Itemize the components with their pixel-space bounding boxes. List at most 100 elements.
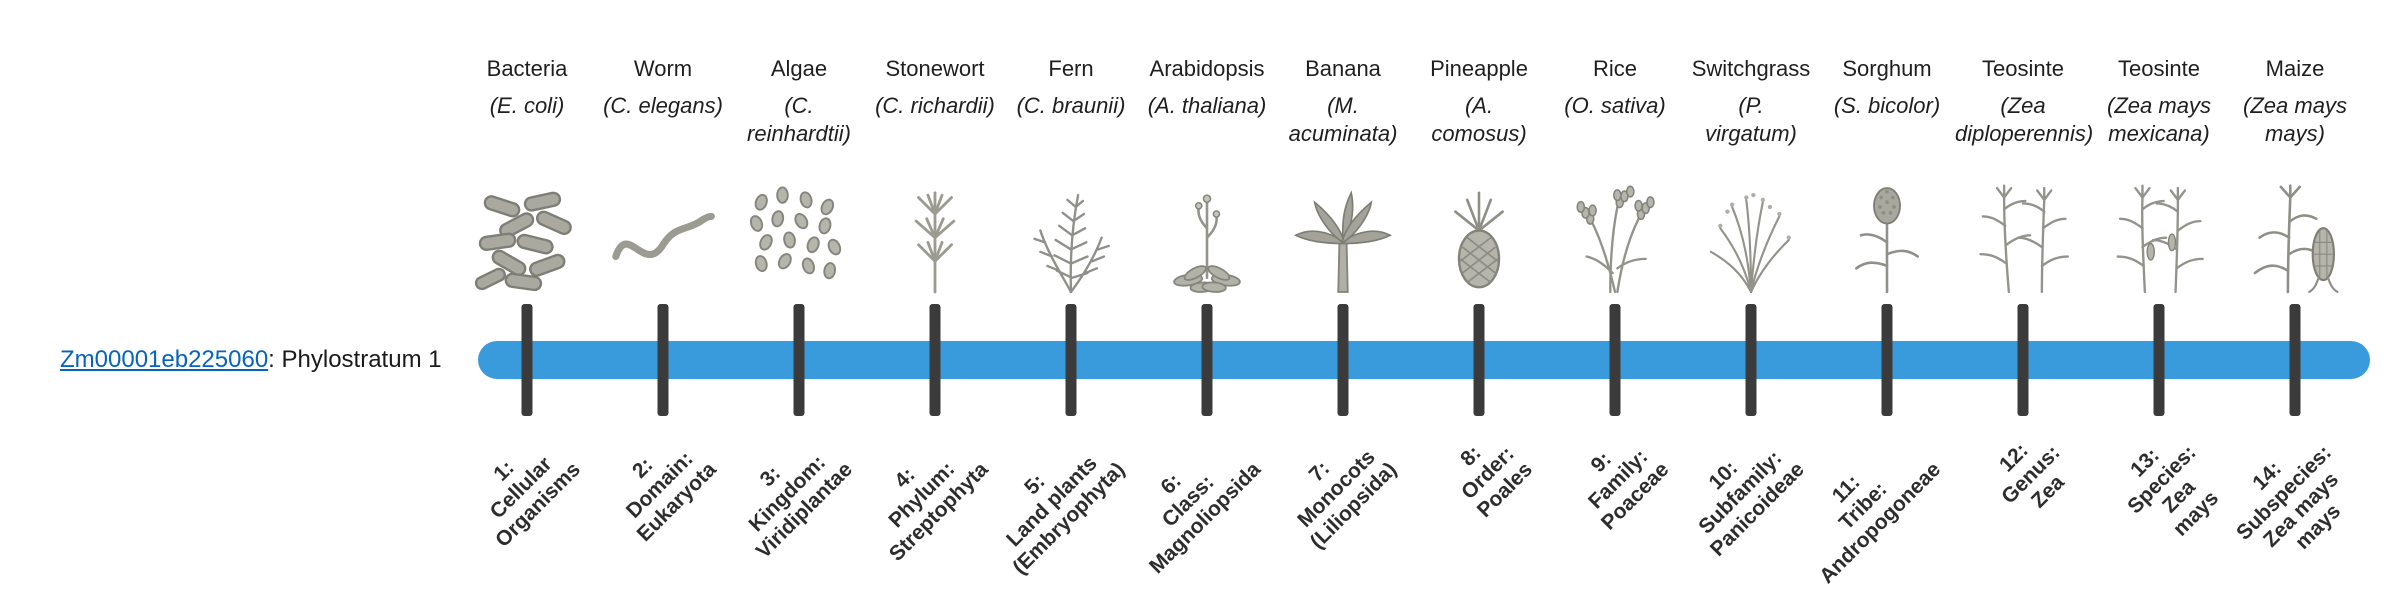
gene-id-link[interactable]: Zm00001eb225060 — [60, 346, 269, 373]
timeline-tick — [1065, 304, 1077, 416]
taxon-common-name: Stonewort — [885, 56, 985, 81]
worm-icon — [604, 178, 722, 302]
taxon-column: Worm (C. elegans) 2: Domain: Eukaryota — [595, 0, 731, 580]
taxon-scientific-name: (P. virgatum) — [1705, 93, 1797, 146]
taxon-illustration — [1683, 172, 1819, 302]
timeline-tick — [1745, 304, 1757, 416]
bacteria-icon — [468, 178, 586, 302]
taxon-illustration — [2091, 172, 2227, 302]
gene-label: Zm00001eb225060: Phylostratum 1 — [60, 346, 442, 374]
taxon-illustration — [595, 172, 731, 302]
taxon-common-name: Maize — [2265, 56, 2325, 81]
taxon-scientific-name: (E. coli) — [489, 93, 565, 118]
taxon-column: Sorghum (S. bicolor) 11: Tribe: Andropog… — [1815, 0, 1955, 588]
taxon-column: Teosinte (Zea mays mexicana) 13: Species… — [2091, 0, 2227, 580]
taxon-illustration — [459, 172, 595, 302]
timeline-bar — [478, 341, 2370, 379]
taxon-common-name: Rice — [1592, 56, 1637, 81]
taxon-common-name: Switchgrass — [1691, 56, 1811, 81]
taxon-illustration — [867, 172, 1003, 302]
timeline-tick — [521, 304, 533, 416]
taxon-illustration — [1819, 172, 1955, 302]
taxon-common-name: Arabidopsis — [1149, 56, 1265, 81]
phylostratum-label: 14: Subspecies: Zea mays mays — [2232, 441, 2346, 555]
stonewort-icon — [876, 178, 994, 302]
taxon-column: Maize (Zea mays mays) 14: Subspecies: Ze… — [2227, 0, 2363, 580]
taxon-common-name: Pineapple — [1430, 56, 1528, 81]
taxon-illustration — [1955, 172, 2091, 302]
timeline-tick — [1337, 304, 1349, 416]
taxon-scientific-name: (O. sativa) — [1564, 93, 1666, 118]
fern-icon — [1012, 178, 1130, 302]
timeline-tick — [793, 304, 805, 416]
taxon-column: Bacteria (E. coli) 1: Cellular Organisms — [459, 0, 595, 580]
taxon-illustration — [1003, 172, 1139, 302]
taxon-column: Arabidopsis (A. thaliana) 6: Class: Magn… — [1139, 0, 1275, 580]
phylostratum-label: 12: Genus: Zea — [1994, 438, 2069, 513]
taxon-column: Pineapple (A. comosus) 8: Order: Poales — [1411, 0, 1547, 580]
arabidopsis-icon — [1148, 178, 1266, 302]
taxon-common-name: Banana — [1305, 56, 1381, 81]
phylostratum-label: 2: Domain: Eukaryota — [622, 447, 722, 547]
switchgrass-icon — [1692, 178, 1810, 302]
taxon-illustration — [2227, 172, 2363, 302]
taxon-column: Stonewort (C. richardii) 4: Phylum: Stre… — [867, 0, 1003, 580]
taxon-column: Rice (O. sativa) 9: Family: Poaceae — [1547, 0, 1683, 580]
taxon-column: Algae (C. reinhardtii) 3: Kingdom: Virid… — [731, 0, 867, 580]
taxon-common-name: Algae — [770, 56, 828, 81]
phylostratum-label: 4: Phylum: Streptophyta — [884, 457, 994, 566]
timeline-tick — [2153, 304, 2165, 416]
taxon-scientific-name: (Zea diploperennis) — [1955, 93, 2094, 146]
taxon-common-name: Teosinte — [1982, 56, 2064, 81]
timeline-tick — [1609, 304, 1621, 416]
timeline-tick — [1201, 304, 1213, 416]
taxon-common-name: Teosinte — [2118, 56, 2200, 81]
taxon-common-name: Sorghum — [1842, 56, 1932, 81]
taxon-illustration — [731, 172, 867, 302]
algae-icon — [740, 178, 858, 302]
teosinte-diplo-icon — [1964, 178, 2082, 302]
taxon-common-name: Bacteria — [486, 56, 568, 81]
taxon-scientific-name: (C. reinhardtii) — [747, 93, 851, 146]
phylostratum-label: 3: Kingdom: Viridiplantae — [744, 450, 858, 564]
phylostratum-label: 9: Family: Poaceae — [1583, 445, 1674, 535]
phylostratum-label: 8: Order: Poales — [1456, 441, 1538, 523]
phylostratum-label: 1: Cellular Organisms — [486, 452, 586, 552]
rice-icon — [1556, 178, 1674, 302]
taxon-scientific-name: (S. bicolor) — [1833, 93, 1941, 118]
timeline-tick — [2289, 304, 2301, 416]
taxon-illustration — [1411, 172, 1547, 302]
taxon-scientific-name: (C. braunii) — [1016, 93, 1126, 118]
taxon-common-name: Fern — [1048, 56, 1094, 81]
timeline-tick — [929, 304, 941, 416]
timeline-tick — [657, 304, 669, 416]
pineapple-icon — [1420, 178, 1538, 302]
taxon-scientific-name: (M. acuminata) — [1288, 93, 1398, 146]
phylostratum-label: 13: Species: Zea mays — [2122, 441, 2223, 542]
taxon-column: Banana (M. acuminata) 7: Monocots (Lilio… — [1275, 0, 1411, 580]
banana-icon — [1284, 178, 1402, 302]
taxon-column: Teosinte (Zea diploperennis) 12: Genus: … — [1955, 0, 2094, 580]
teosinte-mex-icon — [2100, 178, 2218, 302]
sorghum-icon — [1828, 178, 1946, 302]
taxon-scientific-name: (Zea mays mays) — [2243, 93, 2347, 146]
taxon-common-name: Worm — [633, 56, 693, 81]
taxon-scientific-name: (C. elegans) — [603, 93, 723, 118]
maize-icon — [2236, 178, 2354, 302]
timeline-tick — [1473, 304, 1485, 416]
taxon-scientific-name: (C. richardii) — [875, 93, 995, 118]
taxon-illustration — [1275, 172, 1411, 302]
taxa-columns: Bacteria (E. coli) 1: Cellular Organisms… — [459, 0, 2363, 588]
gene-stratum-text: : Phylostratum 1 — [268, 346, 442, 373]
taxon-illustration — [1139, 172, 1275, 302]
phylostratum-label: 7: Monocots (Liliopsida) — [1293, 445, 1402, 554]
taxon-scientific-name: (Zea mays mexicana) — [2107, 93, 2211, 146]
timeline-tick — [2017, 304, 2029, 416]
taxon-illustration — [1547, 172, 1683, 302]
timeline-tick — [1881, 304, 1893, 416]
taxon-column: Switchgrass (P. virgatum) 10: Subfamily:… — [1683, 0, 1819, 580]
taxon-scientific-name: (A. thaliana) — [1147, 93, 1267, 118]
taxon-scientific-name: (A. comosus) — [1431, 93, 1527, 146]
taxon-column: Fern (C. braunii) 5: Land plants (Embryo… — [1002, 0, 1139, 580]
